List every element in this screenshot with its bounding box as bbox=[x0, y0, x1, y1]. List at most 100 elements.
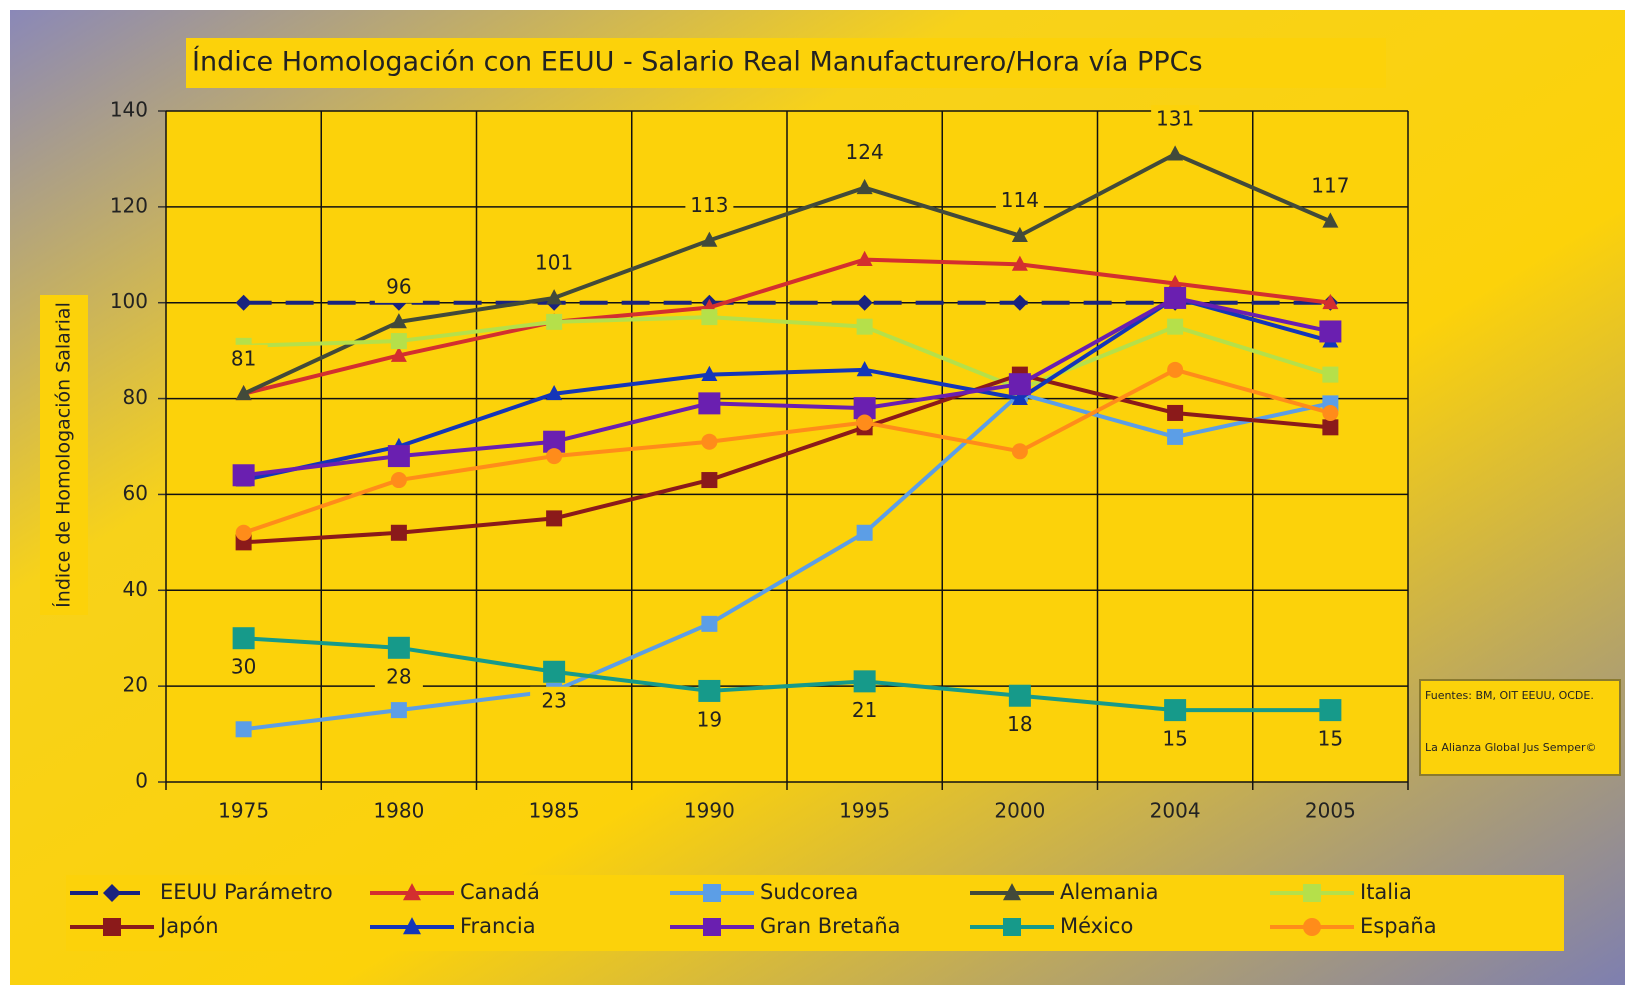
chart-title: Índice Homologación con EEUU - Salario R… bbox=[192, 46, 1203, 78]
data-point bbox=[1167, 428, 1184, 445]
data-point bbox=[698, 392, 721, 415]
data-point bbox=[701, 231, 718, 247]
legend-marker bbox=[1303, 918, 1321, 936]
y-tick-label: 60 bbox=[123, 481, 148, 505]
data-point bbox=[701, 472, 718, 489]
data-point bbox=[856, 178, 873, 195]
data-point bbox=[1322, 419, 1339, 436]
data-point bbox=[856, 250, 873, 266]
legend-label: Alemania bbox=[1060, 880, 1158, 904]
data-point bbox=[1322, 366, 1339, 383]
data-point bbox=[546, 448, 563, 465]
series-line bbox=[243, 295, 1331, 478]
data-point bbox=[1164, 286, 1187, 309]
y-tick-label: 20 bbox=[123, 673, 148, 697]
legend-label: Sudcorea bbox=[760, 880, 858, 904]
x-tick-label: 2005 bbox=[1305, 799, 1356, 823]
data-point bbox=[1011, 255, 1028, 271]
data-label: 96 bbox=[386, 274, 411, 298]
data-label-box bbox=[685, 705, 734, 736]
legend-label: Gran Bretaña bbox=[760, 914, 901, 938]
data-point bbox=[1008, 373, 1031, 396]
legend-label: España bbox=[1360, 914, 1437, 938]
y-tick-label: 80 bbox=[123, 385, 148, 409]
data-label: 18 bbox=[1007, 712, 1032, 736]
title-box bbox=[186, 38, 1386, 88]
legend-marker bbox=[1303, 884, 1321, 902]
data-point bbox=[1167, 274, 1184, 290]
data-label: 21 bbox=[852, 698, 877, 722]
data-point bbox=[1167, 404, 1184, 421]
data-label: 131 bbox=[1156, 107, 1194, 131]
data-label: 113 bbox=[690, 193, 728, 217]
data-label: 124 bbox=[846, 140, 884, 164]
data-point bbox=[856, 524, 873, 541]
y-axis-title: Índice de Homologación Salarial bbox=[52, 302, 75, 608]
data-point bbox=[390, 333, 407, 350]
data-label-box bbox=[840, 138, 889, 169]
data-point bbox=[387, 636, 410, 659]
source-box bbox=[1419, 679, 1621, 776]
data-point bbox=[1011, 443, 1028, 460]
data-point bbox=[698, 679, 721, 702]
data-point bbox=[390, 346, 407, 362]
x-tick-label: 2000 bbox=[994, 799, 1045, 823]
data-label-box bbox=[374, 272, 423, 303]
data-point bbox=[701, 365, 718, 382]
data-point bbox=[856, 414, 873, 431]
data-point bbox=[232, 627, 255, 650]
legend-marker bbox=[703, 884, 721, 902]
y-tick-label: 140 bbox=[110, 98, 148, 122]
data-point bbox=[235, 524, 252, 541]
data-label: 81 bbox=[231, 346, 256, 370]
series-line bbox=[242, 152, 1332, 396]
data-label-box bbox=[530, 686, 579, 717]
data-point bbox=[1322, 404, 1339, 421]
data-point bbox=[1322, 293, 1339, 310]
legend-label: Japón bbox=[158, 914, 219, 938]
data-label-box bbox=[995, 710, 1044, 741]
data-point bbox=[1167, 318, 1184, 335]
data-label-box bbox=[685, 191, 734, 222]
series-line bbox=[243, 257, 1331, 396]
data-point bbox=[390, 472, 407, 489]
data-point bbox=[853, 670, 876, 693]
legend-marker bbox=[1003, 883, 1021, 901]
data-label: 101 bbox=[535, 250, 573, 274]
data-point bbox=[701, 615, 718, 632]
legend-marker bbox=[103, 918, 121, 936]
x-tick-label: 1995 bbox=[839, 799, 890, 823]
legend-label: Italia bbox=[1360, 880, 1412, 904]
data-point bbox=[232, 464, 255, 487]
data-point bbox=[1011, 294, 1028, 311]
data-point bbox=[1011, 389, 1028, 405]
legend-marker bbox=[403, 883, 421, 901]
data-label: 15 bbox=[1162, 727, 1187, 751]
data-point bbox=[1167, 145, 1184, 161]
data-label-box bbox=[995, 186, 1044, 217]
data-label-box bbox=[530, 248, 579, 279]
data-point bbox=[1319, 320, 1342, 343]
legend-label: Francia bbox=[460, 914, 536, 938]
legend-label: EEUU Parámetro bbox=[160, 880, 333, 904]
data-label-box bbox=[840, 696, 889, 727]
data-label-box bbox=[1306, 172, 1355, 203]
source-note: Fuentes: BM, OIT EEUU, OCDE. bbox=[1425, 689, 1594, 702]
data-label-box bbox=[219, 653, 268, 684]
data-point bbox=[856, 294, 873, 311]
legend-marker bbox=[103, 884, 121, 902]
data-point bbox=[546, 289, 563, 305]
data-point bbox=[1322, 212, 1339, 228]
data-point bbox=[856, 361, 873, 377]
data-point bbox=[1167, 361, 1184, 378]
source-note: La Alianza Global Jus Semper© bbox=[1425, 741, 1597, 754]
data-point bbox=[546, 313, 563, 330]
series-line bbox=[243, 372, 1331, 545]
y-tick-label: 100 bbox=[110, 289, 148, 313]
series-line bbox=[243, 391, 1331, 732]
data-label: 19 bbox=[697, 707, 722, 731]
data-label-box bbox=[1151, 105, 1200, 136]
data-label-box bbox=[374, 662, 423, 693]
data-point bbox=[546, 510, 563, 527]
x-tick-label: 1990 bbox=[684, 799, 735, 823]
